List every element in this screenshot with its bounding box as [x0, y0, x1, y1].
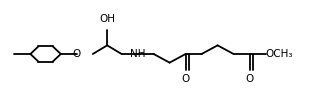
- Text: NH: NH: [130, 49, 145, 59]
- Text: O: O: [181, 74, 190, 84]
- Text: O: O: [245, 74, 254, 84]
- Text: OH: OH: [99, 14, 115, 24]
- Text: O: O: [73, 49, 81, 59]
- Text: OCH₃: OCH₃: [266, 49, 293, 59]
